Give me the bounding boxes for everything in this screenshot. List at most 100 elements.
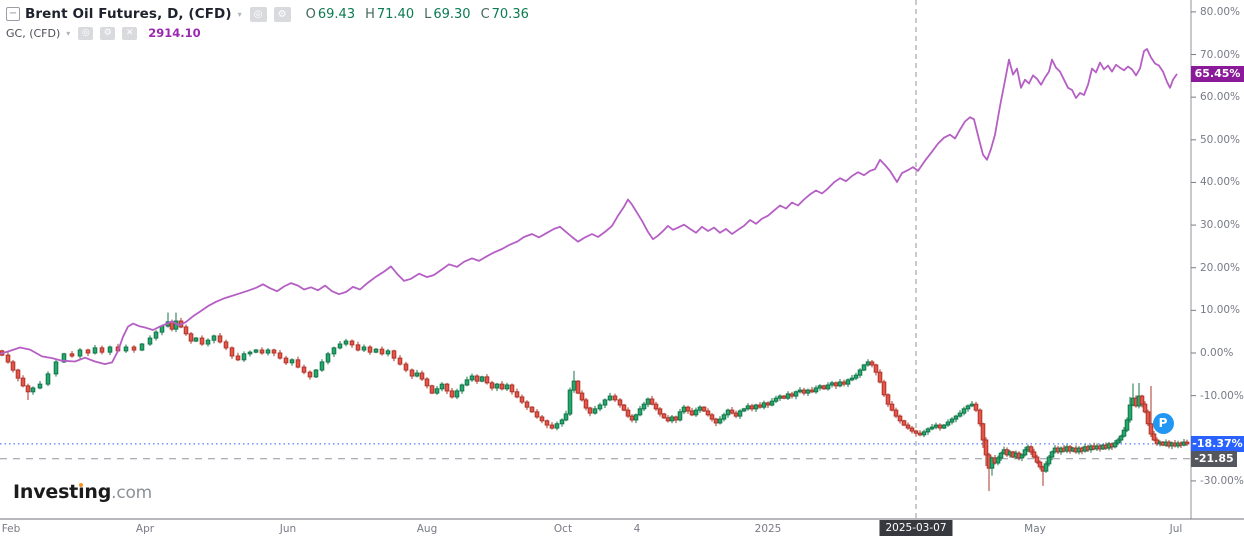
- candle-body: [833, 382, 839, 387]
- candle-body: [489, 382, 495, 389]
- time-axis-label: May: [1024, 523, 1046, 535]
- time-axis-label: 4: [633, 523, 641, 535]
- logo-suffix: .com: [111, 483, 153, 503]
- candle-body: [753, 404, 759, 410]
- candle-body: [367, 346, 373, 353]
- close-icon[interactable]: ✕: [122, 26, 138, 40]
- candle-body: [92, 347, 98, 354]
- gear-icon[interactable]: ⚙: [100, 26, 116, 40]
- candle-body: [85, 349, 91, 354]
- candle-body: [597, 404, 603, 410]
- candle-body: [977, 409, 983, 425]
- candle-body: [373, 348, 379, 353]
- candle-body: [439, 383, 445, 390]
- candle-body: [554, 423, 560, 429]
- candle-body: [1043, 463, 1049, 472]
- price-axis-label: -30.00%: [1200, 474, 1244, 487]
- candle-body: [857, 369, 863, 376]
- candle-body: [805, 389, 811, 394]
- candle-body: [1184, 441, 1190, 445]
- candle-body: [567, 389, 573, 415]
- price-axis-label: 70.00%: [1200, 48, 1241, 61]
- legend-row-indicator: GC, (CFD) ▾ ◎ ⚙ ✕ 2914.10: [6, 26, 537, 40]
- candle-body: [961, 408, 967, 414]
- indicator-title[interactable]: GC, (CFD): [6, 26, 61, 40]
- candle-body: [183, 326, 189, 335]
- candle-body: [869, 361, 875, 366]
- candle-body: [235, 355, 241, 361]
- candle-body: [773, 397, 779, 402]
- candle-body: [653, 403, 659, 410]
- gc-line-series: [0, 48, 1178, 365]
- candle-body: [749, 405, 755, 410]
- candle-body: [669, 416, 675, 422]
- symbol-title[interactable]: Brent Oil Futures, D, (CFD): [25, 6, 232, 22]
- candle-body: [188, 333, 194, 342]
- candle-body: [701, 406, 707, 412]
- candle-body: [271, 349, 277, 354]
- low-label: L: [424, 6, 432, 22]
- candle-body: [61, 353, 67, 363]
- candle-body: [1034, 456, 1040, 463]
- price-axis-label: 80.00%: [1200, 5, 1241, 18]
- candle-body: [193, 337, 199, 342]
- candle-body: [969, 403, 975, 407]
- candle-body: [737, 410, 743, 417]
- candle-body: [729, 409, 735, 414]
- eye-icon[interactable]: ◎: [78, 26, 94, 40]
- candle-body: [925, 428, 931, 433]
- candle-body: [53, 361, 59, 375]
- candle-body: [403, 363, 409, 371]
- high-value: 71.40: [376, 6, 415, 22]
- time-axis-label: Jun: [279, 523, 297, 535]
- candle-body: [873, 364, 879, 373]
- candle-body: [905, 424, 911, 429]
- candle-body: [499, 383, 505, 390]
- candle-body: [391, 350, 397, 359]
- candle-body: [909, 427, 915, 432]
- candle-body: [1049, 451, 1055, 458]
- candle-body: [1142, 403, 1148, 413]
- gear-icon[interactable]: ⚙: [273, 6, 291, 22]
- candle-body: [464, 379, 470, 386]
- candle-body: [877, 371, 883, 383]
- time-axis-label: Feb: [1, 523, 21, 535]
- candle-body: [337, 343, 343, 349]
- close-label: C: [480, 6, 490, 22]
- candle-body: [484, 376, 490, 384]
- candle-body: [705, 410, 711, 416]
- candle-body: [283, 357, 289, 364]
- candle-body: [77, 349, 83, 357]
- price-axis-label: 10.00%: [1200, 304, 1241, 317]
- candle-body: [853, 374, 859, 379]
- candle-body: [633, 414, 639, 421]
- candle-body: [469, 375, 475, 381]
- collapse-legend-icon[interactable]: −: [6, 7, 20, 21]
- candle-body: [575, 380, 581, 394]
- candle-body: [607, 395, 613, 401]
- chevron-down-icon[interactable]: ▾: [66, 28, 71, 38]
- candle-body: [211, 335, 217, 341]
- candle-body: [349, 340, 355, 346]
- candle-body: [637, 408, 643, 416]
- eye-icon[interactable]: ◎: [249, 6, 267, 22]
- candle-body: [1037, 461, 1043, 468]
- candle-body: [25, 385, 31, 393]
- candle-body: [1124, 419, 1130, 431]
- chart-legend: − Brent Oil Futures, D, (CFD) ▾ ◎ ⚙ O 69…: [6, 6, 537, 40]
- candle-body: [153, 331, 159, 339]
- time-axis-label: Apr: [135, 523, 155, 535]
- candle-body: [917, 432, 923, 436]
- candle-body: [725, 409, 731, 416]
- price-axis-label: -10.00%: [1200, 389, 1244, 402]
- candle-body: [1112, 442, 1118, 448]
- candle-body: [625, 409, 631, 417]
- chevron-down-icon[interactable]: ▾: [237, 9, 242, 19]
- candle-body: [509, 384, 515, 393]
- candle-body: [99, 347, 105, 353]
- candle-body: [494, 383, 500, 389]
- candle-body: [449, 390, 455, 398]
- pro-marker-badge[interactable]: P: [1152, 412, 1174, 434]
